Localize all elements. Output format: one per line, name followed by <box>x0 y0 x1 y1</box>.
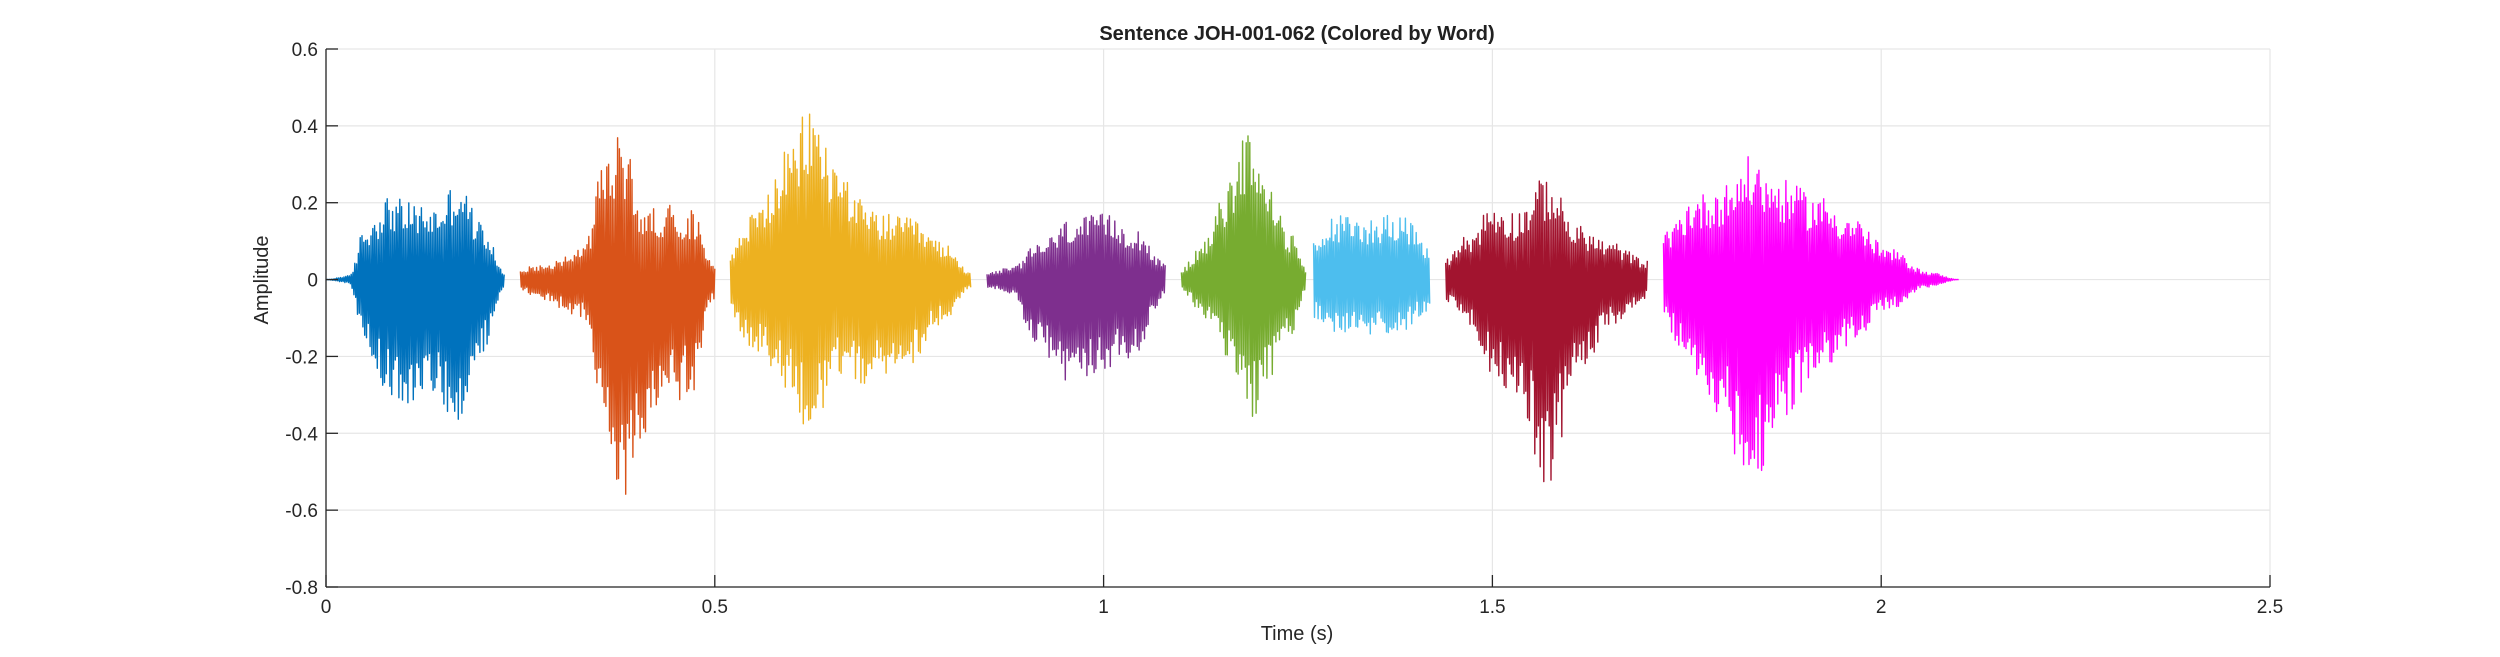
word-waveform-2 <box>519 137 716 495</box>
word-waveform-1 <box>326 190 505 420</box>
x-tick-label: 0 <box>321 597 332 618</box>
axes <box>325 48 2271 588</box>
word-waveform-5 <box>1180 135 1307 417</box>
y-tick-label: 0 <box>307 271 318 292</box>
x-tick-label: 2.5 <box>2257 597 2283 618</box>
x-tick-label: 1 <box>1098 597 1109 618</box>
y-tick-label: -0.2 <box>285 347 318 368</box>
x-axis-label: Time (s) <box>1261 623 1334 645</box>
word-waveform-8 <box>1662 156 1959 472</box>
y-tick-label: -0.4 <box>285 424 318 445</box>
tick-labels: 0 0.5 1 1.5 2 2.5 -0.8 -0.6 -0.4 -0.2 0 0.2 0.4 0.6 <box>285 40 2283 618</box>
y-axis-label: Amplitude <box>251 236 273 325</box>
y-tick-label: -0.8 <box>285 578 318 599</box>
x-tick-label: 0.5 <box>702 597 728 618</box>
y-tick-label: 0.2 <box>292 194 318 215</box>
chart-title: Sentence JOH-001-062 (Colored by Word) <box>1099 23 1494 45</box>
word-waveform-3 <box>729 113 972 425</box>
y-tick-label: 0.4 <box>292 117 319 138</box>
word-waveform-6 <box>1312 214 1431 335</box>
x-tick-label: 2 <box>1876 597 1887 618</box>
y-tick-label: -0.6 <box>285 501 318 522</box>
word-waveform-7 <box>1445 180 1648 483</box>
waveform-series <box>326 113 1959 495</box>
word-waveform-4 <box>986 213 1166 381</box>
y-tick-label: 0.6 <box>292 40 318 61</box>
x-tick-label: 1.5 <box>1479 597 1505 618</box>
